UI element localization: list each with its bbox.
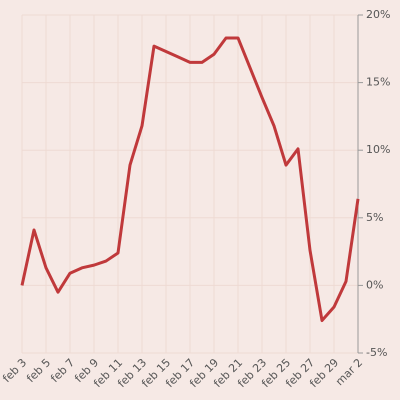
y-tick-label: 0%	[366, 278, 383, 291]
x-tick-label: feb 5	[24, 356, 53, 385]
y-tick-label: 15%	[366, 76, 390, 89]
y-tick-label: -5%	[366, 346, 387, 359]
x-tick-label: feb 3	[0, 356, 29, 385]
x-tick-label: mar 2	[333, 356, 365, 388]
x-tick-label: feb 7	[48, 356, 77, 385]
y-tick-label: 10%	[366, 143, 390, 156]
y-tick-label: 20%	[366, 8, 390, 21]
y-tick-label: 5%	[366, 211, 383, 224]
data-line	[20, 36, 360, 323]
